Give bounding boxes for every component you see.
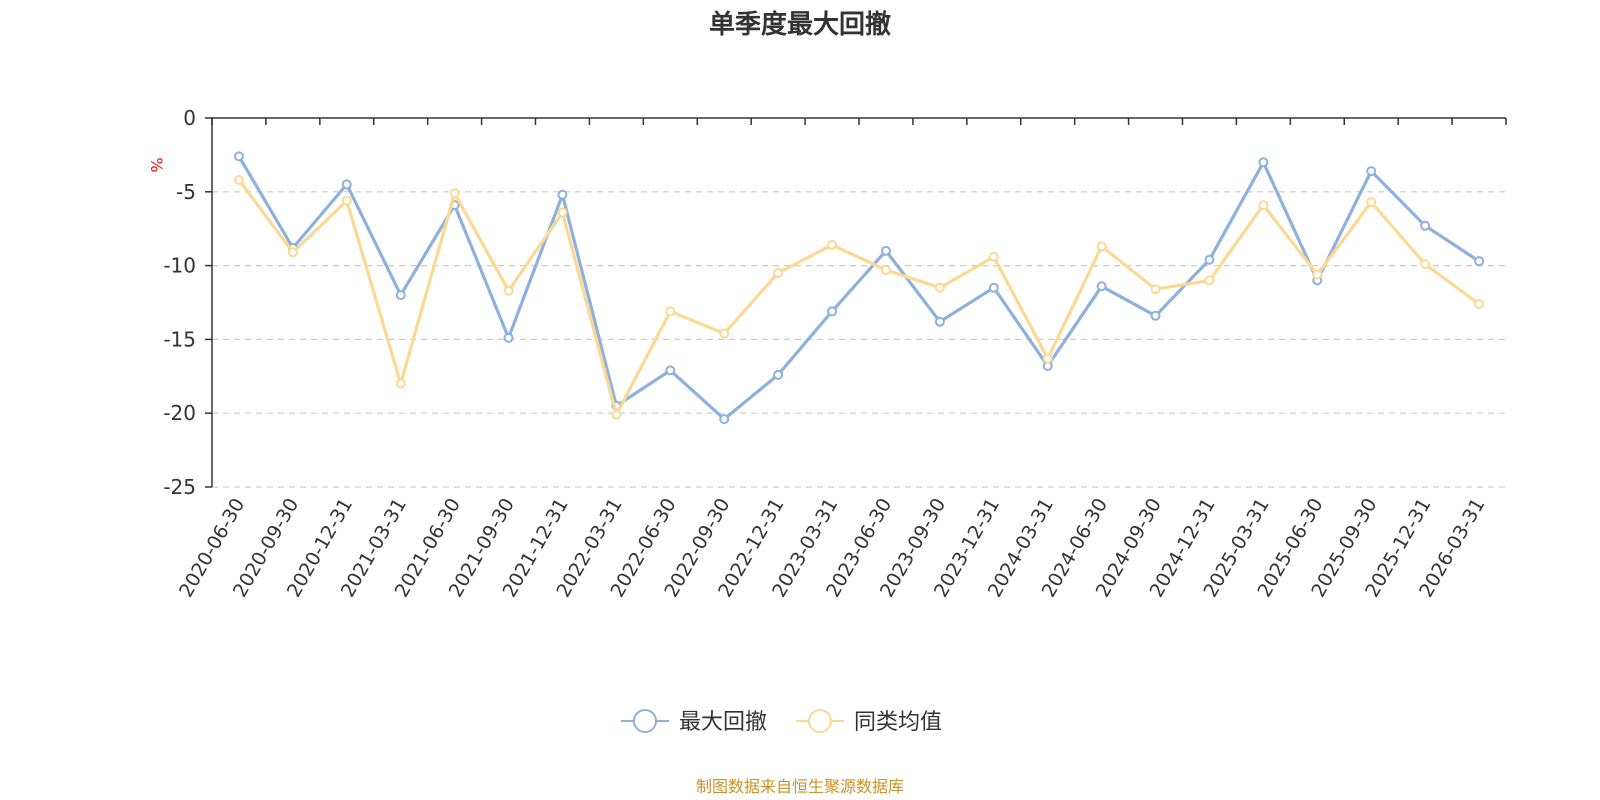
data-point (557, 189, 568, 200)
series (233, 151, 1485, 425)
y-tick-label: 0 (183, 106, 196, 130)
y-tick-label: -5 (176, 180, 196, 204)
data-point (1366, 197, 1377, 208)
data-point (1204, 275, 1215, 286)
data-point (1420, 220, 1431, 231)
data-point (1366, 166, 1377, 177)
data-point (503, 332, 514, 343)
data-point (449, 188, 460, 199)
data-point (665, 306, 676, 317)
legend-label: 最大回撤 (679, 710, 767, 735)
legend-marker (633, 709, 657, 733)
data-point (827, 306, 838, 317)
data-point (395, 290, 406, 301)
y-tick-label: -15 (163, 327, 196, 351)
data-point (395, 378, 406, 389)
legend[interactable]: 最大回撤 同类均值 (621, 709, 942, 735)
series-line-1 (237, 155, 1480, 421)
data-point (1204, 254, 1215, 265)
data-point (934, 316, 945, 327)
data-point (988, 251, 999, 262)
data-point (1420, 259, 1431, 270)
y-tick-label: -10 (163, 254, 196, 278)
data-point (1258, 200, 1269, 211)
data-point (773, 267, 784, 278)
y-axis-unit: % (147, 157, 166, 172)
series-line-2 (237, 179, 1480, 417)
grid (212, 191, 1506, 488)
data-point (719, 414, 730, 425)
axes: 0-5-10-15-20-252020-06-302020-09-302020-… (163, 106, 1507, 601)
data-point (1258, 157, 1269, 168)
legend-label: 同类均值 (854, 710, 942, 735)
y-tick-label: -25 (163, 475, 196, 499)
data-point (719, 328, 730, 339)
y-tick-label: -20 (163, 401, 196, 425)
data-point (1474, 298, 1485, 309)
data-point (1042, 353, 1053, 364)
data-point (665, 365, 676, 376)
data-point (1096, 281, 1107, 292)
data-point (233, 174, 244, 185)
data-point (773, 369, 784, 380)
legend-marker (808, 709, 832, 733)
data-point (287, 247, 298, 258)
data-point (611, 409, 622, 420)
chart-title: 单季度最大回撤 (709, 9, 891, 40)
data-point (341, 195, 352, 206)
data-point (1312, 269, 1323, 280)
data-point (934, 282, 945, 293)
data-point (233, 151, 244, 162)
data-point (1150, 284, 1161, 295)
data-point (880, 245, 891, 256)
data-point (880, 265, 891, 276)
data-point (557, 207, 568, 218)
data-point (827, 239, 838, 250)
data-point (1096, 241, 1107, 252)
data-point (1150, 310, 1161, 321)
data-point (988, 282, 999, 293)
data-point (1474, 256, 1485, 267)
data-source-note: 制图数据来自恒生聚源数据库 (696, 777, 904, 796)
data-point (341, 179, 352, 190)
data-point (503, 285, 514, 296)
